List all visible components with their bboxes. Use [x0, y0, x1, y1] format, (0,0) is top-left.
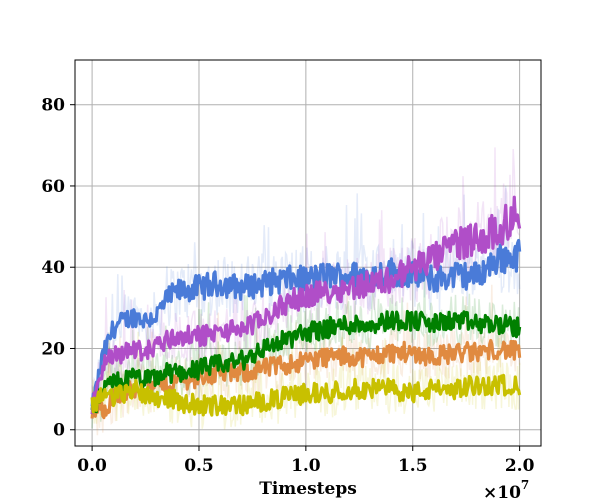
x-axis-multiplier-exponent: 7	[521, 478, 529, 492]
x-tick-label: 1.5	[398, 456, 428, 476]
series-3-line	[90, 195, 522, 415]
y-tick-label: 0	[53, 421, 65, 441]
x-axis-ticks: 0.0 0.5 1.0 1.5 2.0	[77, 446, 535, 476]
series-4-line	[90, 373, 522, 417]
y-tick-label: 40	[41, 258, 65, 278]
x-axis-label: Timesteps	[259, 479, 357, 499]
plot-frame	[74, 59, 542, 447]
y-tick-label: 20	[41, 339, 65, 359]
x-tick-label: 0.5	[184, 456, 214, 476]
x-tick-label: 2.0	[505, 456, 535, 476]
x-tick-label: 1.0	[291, 456, 321, 476]
y-axis-ticks: 0 20 40 60 80	[41, 96, 75, 441]
series-1-line	[90, 338, 522, 420]
y-tick-label: 60	[41, 177, 65, 197]
series-lines	[90, 195, 522, 420]
x-tick-label: 0.0	[77, 456, 107, 476]
series-2-line	[90, 309, 522, 414]
x-axis-multiplier-base: ×10	[483, 483, 521, 500]
series-0-line	[90, 238, 522, 408]
x-axis-multiplier: ×107	[483, 478, 529, 500]
y-tick-label: 80	[41, 96, 65, 116]
